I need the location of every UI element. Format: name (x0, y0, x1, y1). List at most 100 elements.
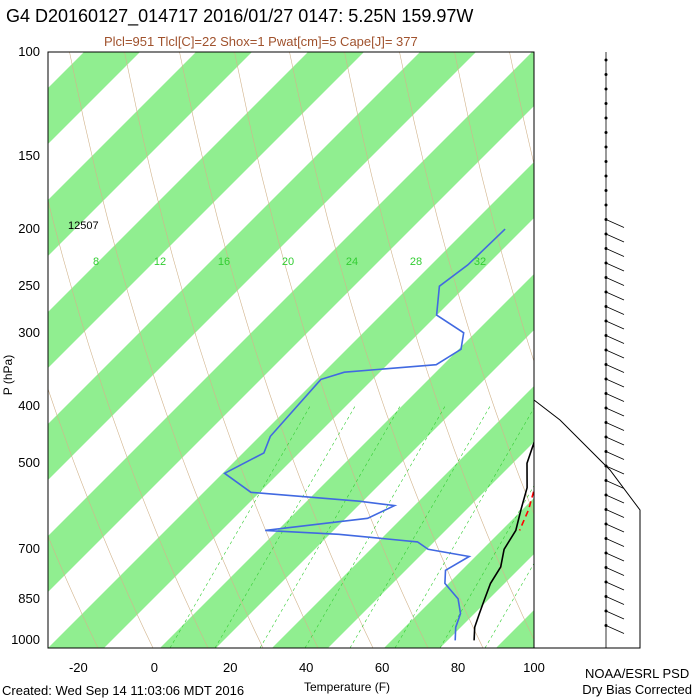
wind-barb (605, 451, 625, 460)
wind-barb-point (604, 203, 608, 207)
mixing-ratio-labels: 8 12 16 20 24 28 32 (93, 256, 486, 268)
isotherm-band (160, 274, 534, 648)
wind-barb (605, 320, 625, 330)
y-tick-label: 300 (18, 324, 40, 340)
mixing-ratio-label: 8 (93, 256, 99, 268)
y-tick-label: 150 (18, 147, 40, 163)
isotherm-band (48, 52, 476, 480)
isotherm-bands (48, 52, 700, 648)
mixing-ratio-label: 28 (410, 256, 422, 268)
wind-barb (605, 581, 625, 591)
mixing-ratio-label: 24 (346, 256, 358, 268)
chart-title: G4 D20160127_014717 2016/01/27 0147: 5.2… (6, 6, 474, 26)
mixing-ratio-label: 16 (218, 256, 230, 268)
wind-barb (605, 349, 625, 359)
mixing-ratio-line (169, 406, 311, 648)
wind-barb-point (604, 87, 608, 91)
x-tick-label: 0 (150, 660, 158, 675)
y-tick-label: 250 (18, 278, 40, 294)
dry-adiabat-line (179, 52, 374, 648)
mixing-ratio-label: 32 (474, 256, 486, 268)
credit-note: Dry Bias Corrected (582, 682, 692, 697)
wind-barb (605, 480, 625, 489)
wind-barb (605, 407, 625, 417)
sounding-series (223, 228, 534, 641)
mixing-ratio-line (349, 406, 491, 648)
x-tick-label: -20 (68, 660, 88, 675)
wind-barb (605, 422, 625, 431)
wind-barb (605, 523, 625, 533)
wind-barb (605, 277, 625, 286)
wind-barb-point (604, 102, 608, 105)
y-tick-label: 700 (18, 541, 40, 557)
dry-adiabat-line (0, 52, 43, 648)
wind-barb (605, 625, 625, 634)
dry-adiabat-line (48, 199, 209, 648)
wind-barb (605, 248, 625, 257)
y-tick-label: 500 (18, 455, 40, 471)
x-tick-label: 40 (298, 660, 314, 675)
wind-barb (605, 291, 625, 301)
mixing-ratio-line (394, 407, 534, 648)
mixing-ratio-line (439, 485, 534, 648)
dry-adiabat-line (69, 52, 264, 648)
y-tick-label: 400 (18, 398, 40, 414)
wind-barb (605, 219, 625, 228)
wind-barb (605, 552, 625, 562)
isotherm-band (48, 162, 534, 648)
sounding-line-1 (223, 228, 506, 641)
mixing-ratio-line (304, 406, 446, 648)
y-tick-label: 100 (18, 44, 40, 59)
stability-indices: Plcl=951 Tlcl[C]=22 Shox=1 Pwat[cm]=5 Ca… (104, 34, 418, 49)
isotherm-band (608, 52, 700, 648)
dry-adiabat-line (234, 52, 429, 648)
dry-adiabat-line (48, 535, 99, 648)
mixing-ratio-line (214, 406, 356, 648)
y-tick-label: 200 (18, 221, 40, 237)
wind-barb (605, 610, 625, 620)
x-tick-label: 100 (523, 660, 545, 675)
wind-barb (605, 494, 625, 504)
dry-adiabat-line (454, 52, 534, 363)
wind-barb-point (604, 131, 608, 134)
wind-barb-point (604, 58, 608, 62)
wind-barb (605, 364, 625, 373)
wind-barb (605, 393, 625, 402)
mixing-ratio-label: 20 (282, 256, 294, 268)
wind-barb (605, 465, 625, 475)
x-tick-label: 60 (374, 660, 390, 675)
dry-adiabat-line (344, 52, 534, 641)
wind-barb-point (604, 160, 608, 163)
wind-barb-point (604, 189, 608, 192)
x-tick-label: 20 (223, 660, 238, 675)
credit-block: NOAA/ESRL PSD Dry Bias Corrected (582, 666, 692, 698)
dry-adiabat-line (48, 387, 154, 648)
credit-org: NOAA/ESRL PSD (584, 666, 690, 681)
plot-frame (47, 51, 535, 649)
wind-barb (605, 335, 625, 344)
wind-barb (605, 538, 625, 547)
dry-adiabat-line (289, 52, 484, 648)
height-annotation: 12507 (68, 220, 99, 232)
wind-barb (605, 509, 625, 518)
wind-barb (605, 233, 625, 243)
y-tick-label: 850 (18, 590, 40, 606)
wind-barb (605, 306, 625, 315)
x-tick-label: 80 (450, 660, 466, 675)
y-axis-label: P (hPa) (1, 354, 16, 396)
mixing-ratio-line (259, 406, 401, 648)
y-tick-label: 1000 (11, 632, 40, 648)
wind-panel-outline (533, 399, 641, 649)
sounding-line-0 (473, 440, 534, 641)
wind-barb-point (604, 174, 608, 178)
wind-barb (605, 378, 625, 388)
wind-barb-panel (533, 52, 641, 649)
wind-barb-point (604, 73, 608, 76)
sounding-line-2 (518, 487, 534, 531)
adiabat-guides (0, 52, 534, 648)
isotherm-band (48, 52, 140, 144)
wind-barb-point (604, 145, 608, 149)
wind-barb (605, 262, 625, 272)
wind-barb-point (604, 116, 608, 120)
